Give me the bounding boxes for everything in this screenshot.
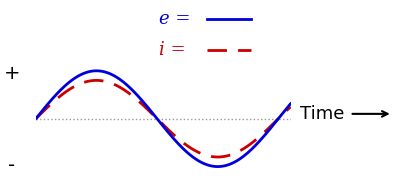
Text: e =: e = [159, 10, 191, 28]
Text: -: - [8, 157, 16, 175]
Text: i =: i = [159, 41, 186, 59]
Text: +: + [4, 64, 20, 83]
Text: Time: Time [300, 105, 345, 123]
